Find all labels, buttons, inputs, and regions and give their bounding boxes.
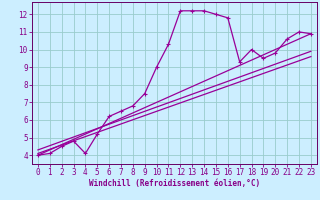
X-axis label: Windchill (Refroidissement éolien,°C): Windchill (Refroidissement éolien,°C) <box>89 179 260 188</box>
